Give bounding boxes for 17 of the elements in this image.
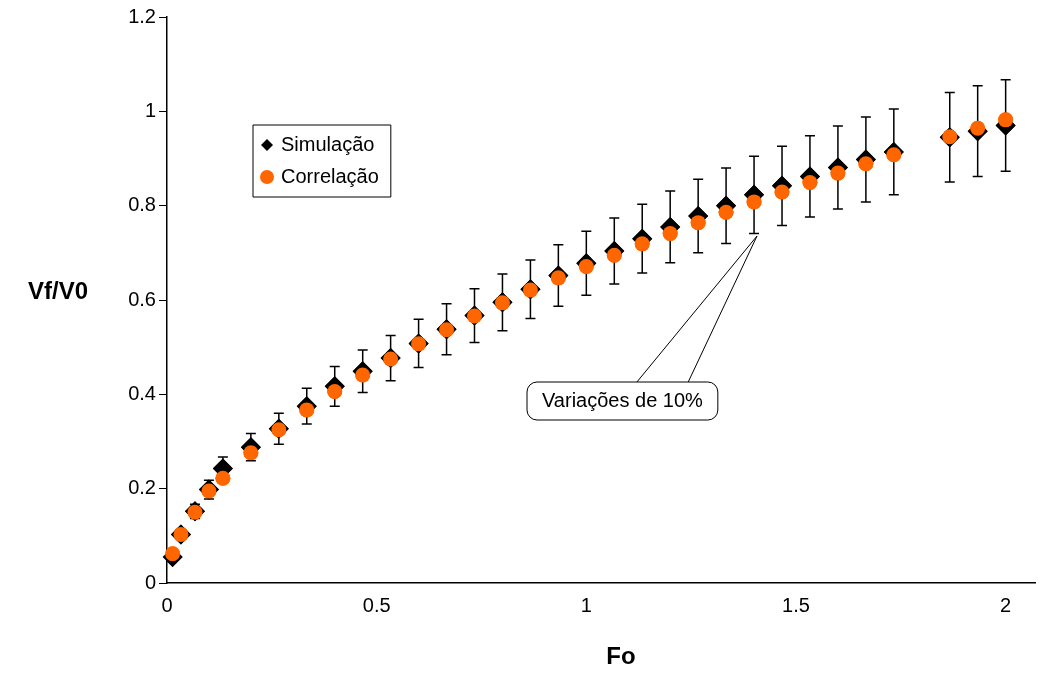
legend-label: Correlação: [281, 164, 379, 187]
y-tick-label: 0.6: [128, 287, 156, 310]
x-tick-label: 1: [580, 593, 592, 616]
legend-label: Simulação: [281, 132, 375, 155]
x-tick-label: 0: [161, 593, 173, 616]
y-tick-label: 0: [144, 570, 156, 593]
y-tick-label: 0.2: [128, 476, 156, 499]
annotation: Variações de 10%: [542, 388, 704, 411]
y-tick-label: 0.8: [128, 193, 156, 216]
x-tick-label: 2: [1000, 593, 1012, 616]
x-axis-title: Fo: [606, 641, 636, 669]
x-tick-label: 1.5: [782, 593, 810, 616]
y-axis-title: Vf/V0: [27, 276, 89, 304]
x-tick-label: 0.5: [362, 593, 391, 616]
y-tick-label: 0.4: [128, 381, 156, 404]
y-tick-label: 1.2: [128, 4, 156, 27]
y-tick-label: 1: [144, 98, 156, 121]
